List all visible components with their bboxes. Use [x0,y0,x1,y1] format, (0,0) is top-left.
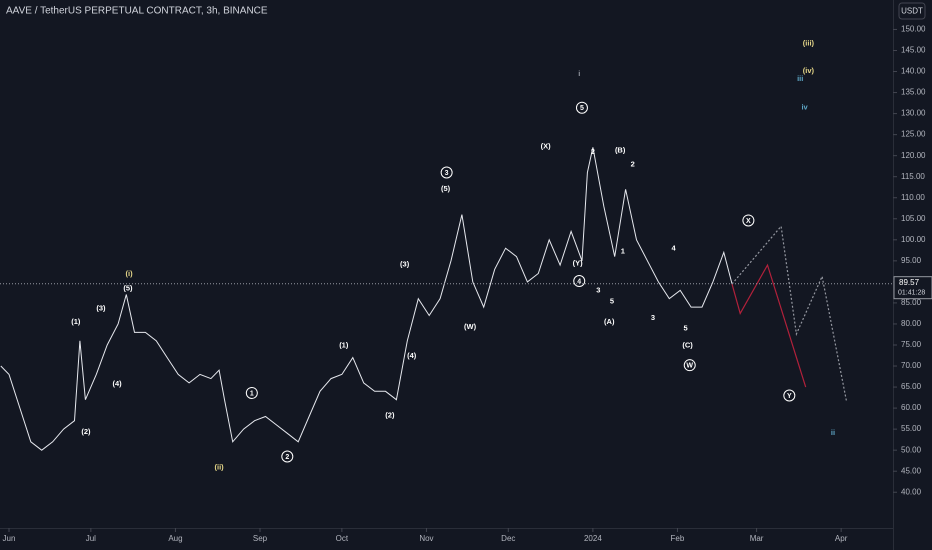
y-tick-label: 150.00 [901,25,926,34]
wave-label: 2 [591,147,595,156]
wave-label: (2) [81,427,91,436]
wave-label: W [686,363,693,370]
wave-label: (B) [615,145,626,154]
wave-label: (4) [407,351,417,360]
y-tick-label: 55.00 [901,424,922,433]
y-tick-label: 60.00 [901,403,922,412]
wave-circle [440,166,453,179]
wave-circle [573,275,586,288]
wave-label: (3) [400,259,410,268]
wave-circle [281,450,294,463]
wave-label: ii [831,428,835,437]
y-tick-label: 80.00 [901,319,922,328]
x-tick-label: Jul [86,534,96,543]
x-tick-label: Dec [501,534,515,543]
y-tick-label: 70.00 [901,361,922,370]
y-tick-label: 45.00 [901,466,922,475]
y-tick-label: 145.00 [901,46,926,55]
projection-path [731,224,848,402]
wave-label: 5 [684,324,688,333]
x-tick-label: Sep [253,534,268,543]
currency-button[interactable] [898,2,926,20]
y-tick-label: 140.00 [901,67,926,76]
wave-label: 4 [577,278,581,285]
y-tick-label: 115.00 [901,172,925,181]
wave-label: (ii) [215,462,225,471]
x-tick-label: Mar [750,534,764,543]
wave-label: 5 [610,297,614,306]
projection-path [731,263,807,388]
wave-circle [783,389,796,402]
wave-label: i [578,69,580,78]
y-tick-label: 105.00 [901,214,926,223]
last-price-box [893,276,932,300]
price-line [0,147,733,451]
wave-circle [683,359,696,372]
wave-label: (3) [96,303,106,312]
currency-label[interactable]: USDT [901,7,923,16]
y-tick-label: 135.00 [901,88,926,97]
wave-circle [245,386,258,399]
y-tick-label: 95.00 [901,256,922,265]
wave-label: (2) [385,411,395,420]
x-tick-label: Nov [419,534,433,543]
wave-label: (Y) [573,258,584,267]
y-tick-label: 50.00 [901,445,922,454]
wave-label: (5) [441,184,451,193]
wave-label: (1) [71,317,81,326]
x-tick-label: 2024 [584,534,602,543]
wave-label: (A) [604,317,615,326]
x-tick-label: Oct [336,534,349,543]
x-tick-label: Feb [671,534,685,543]
wave-label: (iii) [803,38,815,47]
wave-label: iv [801,102,808,111]
chart-title: AAVE / TetherUS PERPETUAL CONTRACT, 3h, … [6,6,268,17]
wave-label: 2 [285,454,289,461]
wave-label: (i) [126,269,134,278]
wave-circle [742,214,755,227]
y-tick-label: 75.00 [901,340,922,349]
wave-label: 3 [596,285,600,294]
y-tick-label: 100.00 [901,235,926,244]
y-tick-label: 110.00 [901,193,925,202]
y-tick-label: 40.00 [901,487,922,496]
wave-label: 1 [250,390,254,397]
y-tick-label: 65.00 [901,382,922,391]
wave-label: (1) [339,340,349,349]
x-tick-label: Jun [3,534,16,543]
countdown-label: 01:41:28 [898,290,925,297]
y-tick-label: 125.00 [901,130,926,139]
wave-label: 1 [621,247,625,256]
x-tick-label: Apr [835,534,848,543]
y-tick-label: 85.00 [901,298,922,307]
wave-label: 2 [631,160,635,169]
wave-label: X [746,218,751,225]
wave-label: (4) [112,379,122,388]
last-price-label: 89.57 [899,278,920,287]
wave-label: 3 [445,170,449,177]
wave-label: (X) [541,141,552,150]
wave-label: iii [797,74,803,83]
y-tick-label: 130.00 [901,109,926,118]
wave-label: 5 [580,105,584,112]
y-tick-label: 120.00 [901,151,926,160]
wave-label: (C) [682,340,693,349]
wave-label: (iv) [803,66,815,75]
wave-label: (W) [464,322,477,331]
wave-circle [575,101,588,114]
wave-label: (5) [123,283,133,292]
wave-label: 4 [672,244,677,253]
wave-label: 3 [651,313,655,322]
wave-label: Y [787,393,792,400]
x-tick-label: Aug [168,534,182,543]
